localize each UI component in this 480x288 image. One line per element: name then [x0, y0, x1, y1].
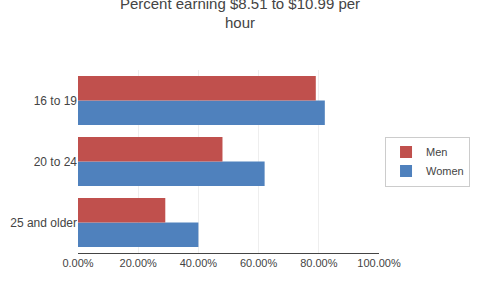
svg-text:Women: Women [426, 165, 464, 177]
svg-text:25 and older: 25 and older [10, 216, 77, 230]
svg-text:20.00%: 20.00% [120, 257, 158, 269]
svg-text:0.00%: 0.00% [62, 257, 93, 269]
svg-text:40.00%: 40.00% [180, 257, 218, 269]
svg-text:Percent earning $8.51 to $10.9: Percent earning $8.51 to $10.99 perhour [120, 0, 360, 31]
svg-text:20 to 24: 20 to 24 [34, 155, 78, 169]
svg-text:80.00%: 80.00% [300, 257, 338, 269]
svg-text:60.00%: 60.00% [240, 257, 278, 269]
svg-text:16 to 19: 16 to 19 [34, 94, 78, 108]
svg-text:100.00%: 100.00% [357, 257, 401, 269]
svg-text:Men: Men [426, 146, 447, 158]
